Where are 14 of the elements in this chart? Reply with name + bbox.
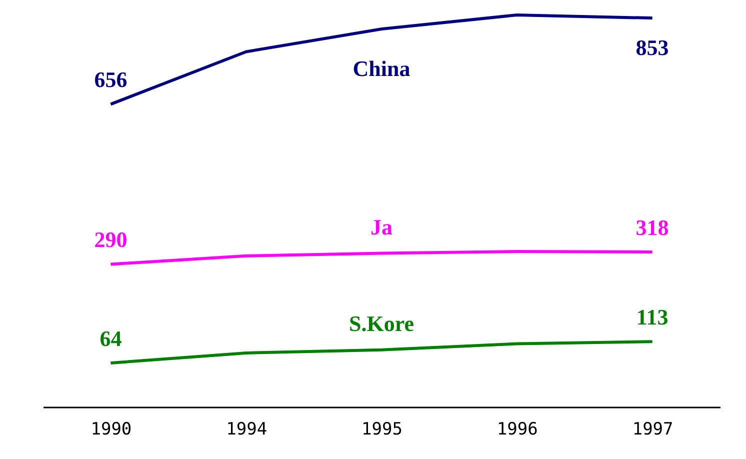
- data-label: 656: [94, 67, 128, 92]
- series-label: Ja: [370, 214, 392, 240]
- data-label: 113: [636, 304, 668, 330]
- series-label: China: [352, 56, 410, 81]
- series-label: S.Kore: [349, 310, 414, 336]
- x-tick-label: 1995: [362, 420, 402, 440]
- data-label: 318: [636, 214, 669, 240]
- x-tick-label: 1990: [90, 420, 132, 440]
- x-tick-label: 1996: [496, 420, 538, 440]
- data-label: 64: [100, 326, 122, 351]
- data-label: 290: [94, 227, 128, 252]
- x-tick-label: 1994: [226, 420, 268, 440]
- x-tick-label: 1997: [632, 420, 674, 440]
- data-label: 853: [636, 35, 669, 60]
